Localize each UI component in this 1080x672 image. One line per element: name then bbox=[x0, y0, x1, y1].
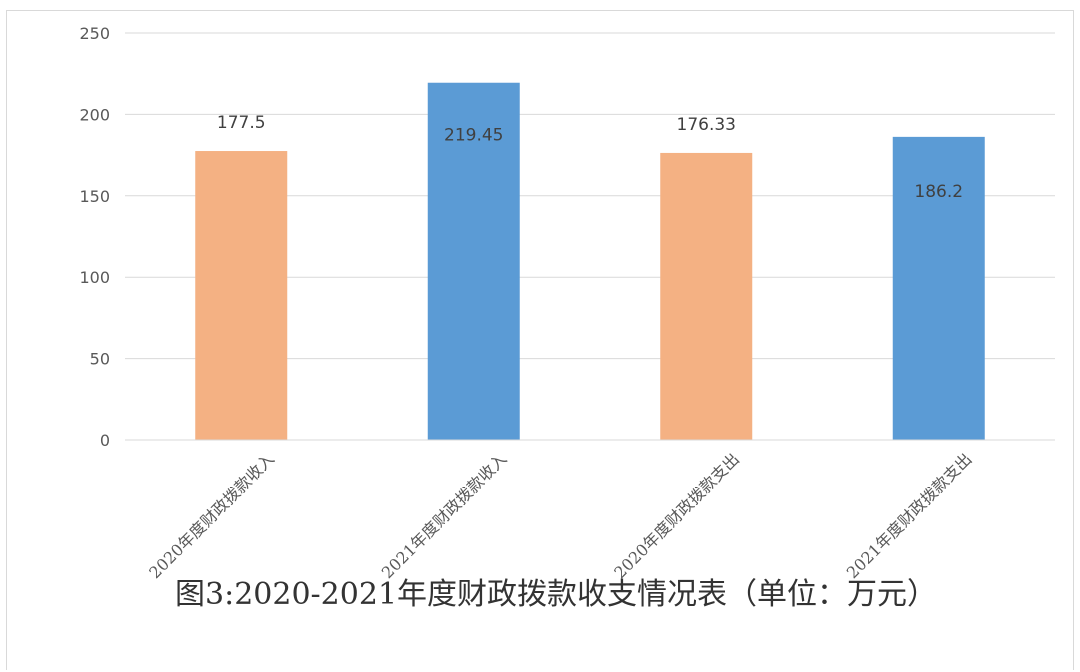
bar bbox=[195, 151, 288, 440]
category-label: 2020年度财政拨款收入 bbox=[145, 449, 278, 582]
y-axis: 0 50 100 150 200 250 bbox=[79, 24, 110, 450]
x-axis: 2020年度财政拨款收入 2021年度财政拨款收入 2020年度财政拨款支出 2021… bbox=[145, 449, 975, 582]
bars bbox=[125, 82, 1055, 441]
y-tick-label: 0 bbox=[100, 431, 110, 450]
bar bbox=[892, 136, 985, 440]
category-label: 2021年度财政拨款收入 bbox=[378, 449, 511, 582]
data-labels: 177.5 219.45 176.33 186.2 bbox=[217, 113, 963, 202]
y-tick-label: 100 bbox=[79, 268, 110, 287]
chart-caption: 图3:2020-2021年度财政拨款收支情况表（单位：万元） bbox=[175, 577, 937, 612]
chart-frame bbox=[6, 10, 1074, 670]
bar bbox=[427, 82, 520, 440]
data-label: 176.33 bbox=[677, 115, 736, 135]
y-tick-label: 200 bbox=[79, 105, 110, 124]
y-tick-label: 150 bbox=[79, 187, 110, 206]
category-label: 2021年度财政拨款支出 bbox=[843, 449, 976, 582]
y-tick-label: 50 bbox=[90, 350, 110, 369]
category-label: 2020年度财政拨款支出 bbox=[610, 449, 743, 582]
data-label: 177.5 bbox=[217, 113, 266, 133]
y-tick-label: 250 bbox=[79, 24, 110, 43]
data-label: 219.45 bbox=[444, 126, 503, 146]
bar bbox=[660, 152, 753, 440]
data-label: 186.2 bbox=[914, 182, 963, 202]
